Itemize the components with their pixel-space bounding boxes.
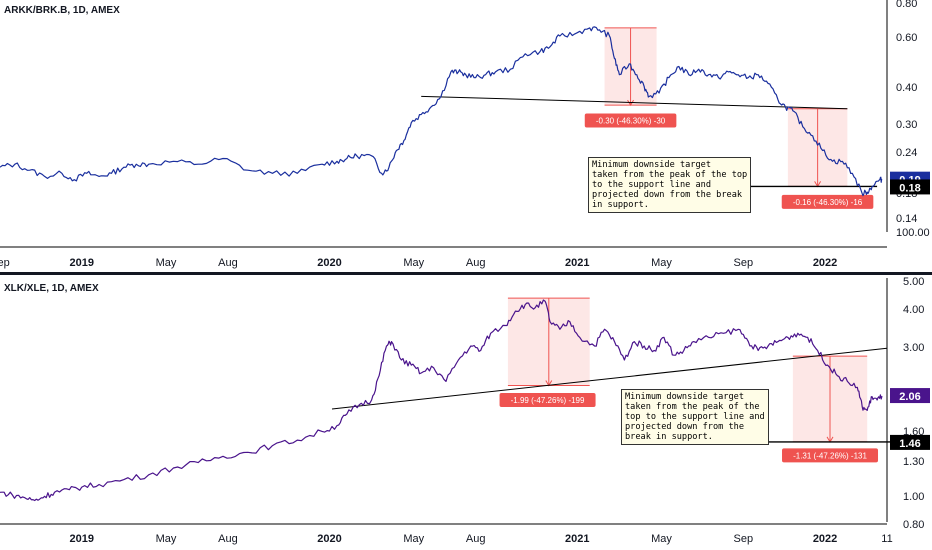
y-tick-label: 0.80	[903, 519, 924, 531]
level-price-label: 1.46	[899, 438, 920, 450]
xlk-xle-panel: 5.004.003.002.101.601.301.000.802019MayA…	[0, 276, 930, 545]
y-tick-label: 0.14	[896, 213, 917, 225]
x-tick-label: 2022	[813, 257, 837, 269]
x-tick-label: 2021	[565, 533, 589, 545]
measure-label: -1.31 (-47.26%) -131	[793, 451, 867, 460]
panel-separator	[0, 272, 932, 275]
y-tick-label: 4.00	[903, 304, 924, 316]
x-tick-label: 2020	[317, 257, 341, 269]
measure-arrowhead	[627, 99, 634, 107]
symbol-label: XLK/XLE, 1D, AMEX	[4, 283, 99, 294]
x-tick-label: May	[403, 533, 424, 545]
level-price-badge	[890, 434, 930, 450]
x-tick-label: Aug	[218, 257, 238, 269]
measure-label: -0.30 (-46.30%) -30	[596, 117, 666, 126]
y-tick-label: 0.60	[896, 32, 917, 44]
support-line	[331, 347, 888, 410]
symbol-label: ARKK/BRK.B, 1D, AMEX	[4, 5, 120, 16]
last-price-badge	[890, 388, 930, 404]
note-box-bottom: Minimum downside target taken from the p…	[621, 389, 769, 445]
x-tick-label: Aug	[466, 257, 486, 269]
measure-label-bg	[782, 448, 879, 463]
y-tick-label: 3.00	[903, 342, 924, 354]
measure-label-bg	[499, 393, 596, 407]
y-tick-label: 1.30	[903, 456, 924, 468]
x-tick-label: 2019	[70, 257, 94, 269]
note-box-top: Minimum downside target taken from the p…	[588, 157, 752, 213]
measure-label-bg	[584, 113, 677, 128]
x-tick-label: 11	[881, 533, 892, 545]
x-tick-label: 2021	[565, 257, 589, 269]
x-tick-label: Sep	[734, 257, 754, 269]
support-line	[421, 95, 848, 110]
x-tick-label: May	[403, 257, 424, 269]
y-tick-label: 0.24	[896, 147, 917, 159]
x-tick-label: May	[651, 257, 672, 269]
x-tick-label: 2022	[813, 533, 837, 545]
y-tick-label: 100.00	[896, 227, 930, 239]
x-tick-label: Aug	[218, 533, 238, 545]
y-tick-label: 5.00	[903, 276, 924, 288]
measure-label: -0.16 (-46.30%) -16	[793, 198, 863, 207]
x-tick-label: Sep	[734, 533, 754, 545]
x-tick-label: 2020	[317, 533, 341, 545]
price-series-line	[0, 26, 883, 197]
y-tick-label: 0.30	[896, 119, 917, 131]
measure-label: -1.99 (-47.26%) -199	[511, 396, 585, 405]
level-price-label: 0.18	[899, 182, 920, 194]
x-tick-label: Aug	[466, 533, 486, 545]
last-price-label: 2.06	[899, 391, 920, 403]
arkk-brkb-panel: 0.80 0.60 0.40 0.30 0.24 0.18 0.14 100.00 Sep 201…	[0, 0, 930, 269]
level-price-badge	[890, 179, 930, 195]
x-tick-label: Sep	[0, 257, 10, 269]
y-tick-label: 0.40	[896, 82, 917, 94]
price-series-line	[0, 299, 883, 502]
y-tick-label: 0.80	[896, 0, 917, 10]
y-tick-label: 1.00	[903, 491, 924, 503]
x-tick-label: May	[651, 533, 672, 545]
x-tick-label: 2019	[70, 533, 94, 545]
x-tick-label: May	[156, 533, 177, 545]
x-tick-label: May	[156, 257, 177, 269]
measure-label-bg	[781, 194, 874, 209]
